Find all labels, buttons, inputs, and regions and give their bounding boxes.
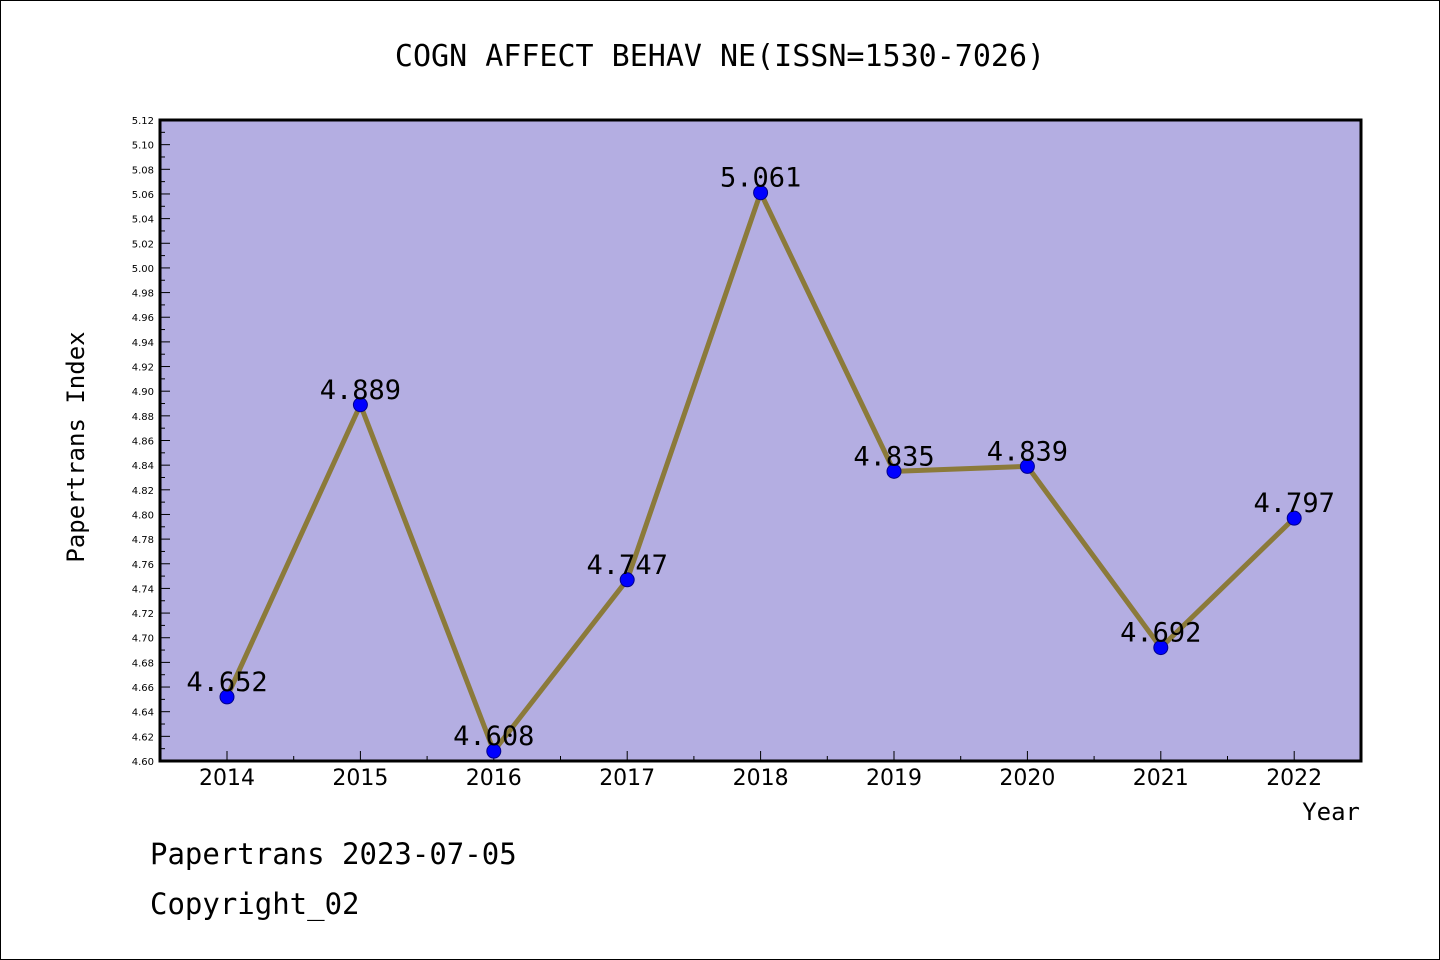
y-tick-label: 4.96 xyxy=(132,313,154,324)
x-tick-label: 2017 xyxy=(599,766,655,791)
y-tick-label: 4.74 xyxy=(132,584,154,595)
y-tick-label: 4.82 xyxy=(132,486,154,497)
data-label: 4.652 xyxy=(186,667,267,698)
y-tick-label: 4.66 xyxy=(132,683,154,694)
data-points xyxy=(219,185,1302,759)
y-tick-label: 4.98 xyxy=(132,289,154,300)
data-point xyxy=(352,397,368,413)
y-tick-label: 4.72 xyxy=(132,609,154,620)
y-tick-label: 4.78 xyxy=(132,535,154,546)
x-tick-label: 2019 xyxy=(866,766,922,791)
y-tick-label: 5.02 xyxy=(132,239,154,250)
y-tick-label: 4.80 xyxy=(132,510,154,521)
data-point xyxy=(486,743,502,759)
data-point xyxy=(619,572,635,588)
y-tick-label: 4.84 xyxy=(132,461,154,472)
data-label: 4.889 xyxy=(320,375,401,406)
data-point xyxy=(219,689,235,705)
x-tick-label: 2018 xyxy=(733,766,789,791)
data-label: 4.747 xyxy=(587,550,668,581)
x-axis-ticks: 2014 2015 2016 2017 2018 2019 2020 2021 2022 xyxy=(199,751,1322,791)
y-tick-label: 4.94 xyxy=(132,338,154,349)
y-tick-label: 4.90 xyxy=(132,387,154,398)
data-point xyxy=(1153,640,1169,656)
x-tick-label: 2015 xyxy=(332,766,388,791)
data-label: 4.839 xyxy=(987,436,1068,467)
data-labels: 4.652 4.889 4.608 4.747 5.061 4.835 4.839 4.692… xyxy=(186,163,1334,752)
y-axis-ticks: 4.60 4.62 4.64 4.66 4.68 4.70 4.72 4.74 4.76 4.78… xyxy=(132,116,170,768)
data-label: 4.797 xyxy=(1254,488,1335,519)
data-label: 4.608 xyxy=(453,721,534,752)
x-tick-label: 2016 xyxy=(466,766,522,791)
plot-border xyxy=(158,118,1363,763)
x-tick-label: 2022 xyxy=(1266,766,1322,791)
y-tick-label: 4.76 xyxy=(132,560,154,571)
y-tick-label: 4.92 xyxy=(132,363,154,374)
x-tick-label: 2014 xyxy=(199,766,255,791)
data-point xyxy=(886,463,902,479)
data-label: 4.692 xyxy=(1120,618,1201,649)
y-tick-label: 5.10 xyxy=(132,141,154,152)
footer-date: Papertrans 2023-07-05 xyxy=(150,837,517,871)
y-tick-label: 5.08 xyxy=(132,165,154,176)
x-tick-label: 2020 xyxy=(999,766,1055,791)
y-tick-label: 4.86 xyxy=(132,437,154,448)
y-tick-label: 5.04 xyxy=(132,215,154,226)
y-tick-label: 4.64 xyxy=(132,708,154,719)
y-tick-label: 4.88 xyxy=(132,412,154,423)
y-axis-label: Papertrans Index xyxy=(62,331,90,562)
plot-area xyxy=(160,120,1361,761)
data-label: 4.835 xyxy=(853,441,934,472)
y-tick-label: 4.68 xyxy=(132,658,154,669)
y-tick-label: 5.06 xyxy=(132,190,154,201)
data-label: 5.061 xyxy=(720,163,801,194)
footer-copyright: Copyright_02 xyxy=(150,887,360,922)
x-axis-label: Year xyxy=(1302,798,1360,826)
x-tick-label: 2021 xyxy=(1133,766,1189,791)
chart-title: COGN AFFECT BEHAV NE(ISSN=1530-7026) xyxy=(395,39,1045,74)
data-point xyxy=(1019,458,1035,474)
y-tick-label: 4.70 xyxy=(132,634,154,645)
data-point xyxy=(1286,510,1302,526)
y-tick-label: 4.60 xyxy=(132,757,154,768)
y-tick-label: 4.62 xyxy=(132,732,154,743)
y-tick-label: 5.00 xyxy=(132,264,154,275)
y-tick-label: 5.12 xyxy=(132,116,154,127)
data-point xyxy=(753,185,769,201)
